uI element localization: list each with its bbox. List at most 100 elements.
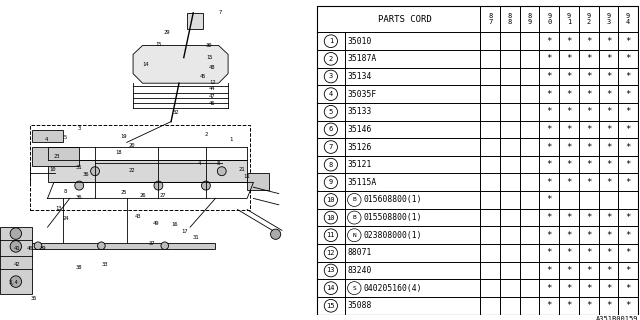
Text: 015508800(1): 015508800(1) bbox=[364, 213, 422, 222]
Text: *: * bbox=[586, 248, 591, 257]
Text: 12: 12 bbox=[326, 250, 335, 256]
Text: 8
7: 8 7 bbox=[488, 13, 492, 26]
Circle shape bbox=[202, 181, 211, 190]
Text: 39: 39 bbox=[40, 246, 46, 252]
Text: 1: 1 bbox=[230, 137, 233, 142]
Circle shape bbox=[218, 167, 226, 176]
Text: *: * bbox=[566, 301, 572, 310]
Text: *: * bbox=[606, 160, 611, 169]
Text: *: * bbox=[566, 284, 572, 292]
Text: 8
8: 8 8 bbox=[508, 13, 512, 26]
Text: 15: 15 bbox=[155, 42, 162, 47]
Text: 15: 15 bbox=[206, 55, 212, 60]
Text: 23: 23 bbox=[53, 154, 60, 159]
Text: *: * bbox=[586, 231, 591, 240]
Text: *: * bbox=[566, 54, 572, 63]
Text: *: * bbox=[625, 107, 631, 116]
Text: *: * bbox=[606, 213, 611, 222]
Text: *: * bbox=[586, 142, 591, 152]
Text: 35121: 35121 bbox=[347, 160, 372, 169]
Text: 38: 38 bbox=[76, 265, 82, 270]
Text: *: * bbox=[625, 90, 631, 99]
Text: 46: 46 bbox=[209, 100, 216, 106]
Text: *: * bbox=[547, 54, 552, 63]
Text: *: * bbox=[547, 266, 552, 275]
Text: *: * bbox=[566, 266, 572, 275]
Text: *: * bbox=[625, 72, 631, 81]
Bar bbox=[6, 243, 216, 249]
Text: *: * bbox=[606, 231, 611, 240]
Text: S: S bbox=[353, 286, 356, 291]
Text: *: * bbox=[547, 142, 552, 152]
Text: B: B bbox=[353, 197, 356, 203]
Text: 19: 19 bbox=[120, 133, 127, 139]
Text: *: * bbox=[625, 266, 631, 275]
Text: 48: 48 bbox=[209, 65, 216, 70]
Text: 35133: 35133 bbox=[347, 107, 372, 116]
Text: 5: 5 bbox=[63, 135, 67, 140]
Text: 25: 25 bbox=[120, 189, 127, 195]
Text: 49: 49 bbox=[152, 221, 159, 226]
Text: 41: 41 bbox=[14, 246, 20, 252]
Text: 35146: 35146 bbox=[347, 125, 372, 134]
Text: 47: 47 bbox=[209, 93, 216, 99]
Text: *: * bbox=[547, 107, 552, 116]
Text: 18: 18 bbox=[116, 149, 122, 155]
Text: *: * bbox=[586, 178, 591, 187]
Text: 15: 15 bbox=[326, 303, 335, 309]
Text: 30: 30 bbox=[206, 43, 212, 48]
Text: *: * bbox=[547, 196, 552, 204]
Text: *: * bbox=[547, 37, 552, 46]
Text: 36: 36 bbox=[83, 172, 89, 177]
Text: *: * bbox=[566, 107, 572, 116]
Text: 2: 2 bbox=[329, 56, 333, 62]
Text: 9
3: 9 3 bbox=[606, 13, 611, 26]
Text: *: * bbox=[625, 142, 631, 152]
Circle shape bbox=[10, 241, 22, 252]
Text: *: * bbox=[566, 178, 572, 187]
Circle shape bbox=[271, 229, 281, 239]
Text: *: * bbox=[547, 160, 552, 169]
Polygon shape bbox=[47, 160, 247, 182]
Text: 4: 4 bbox=[44, 137, 47, 142]
Text: 6: 6 bbox=[329, 126, 333, 132]
Text: *: * bbox=[625, 160, 631, 169]
Text: 32: 32 bbox=[173, 110, 179, 115]
Text: *: * bbox=[625, 37, 631, 46]
Circle shape bbox=[10, 228, 22, 239]
Text: *: * bbox=[606, 72, 611, 81]
Text: 9
2: 9 2 bbox=[587, 13, 591, 26]
Text: *: * bbox=[625, 301, 631, 310]
Text: *: * bbox=[566, 248, 572, 257]
Text: 8
9: 8 9 bbox=[527, 13, 532, 26]
Text: *: * bbox=[606, 37, 611, 46]
Polygon shape bbox=[32, 130, 63, 142]
Text: *: * bbox=[586, 160, 591, 169]
Text: 43: 43 bbox=[134, 213, 141, 219]
Text: 35115A: 35115A bbox=[347, 178, 376, 187]
Text: 3: 3 bbox=[329, 74, 333, 79]
Text: 8: 8 bbox=[217, 161, 220, 166]
Text: *: * bbox=[586, 107, 591, 116]
Text: 13: 13 bbox=[326, 268, 335, 274]
Text: 14: 14 bbox=[143, 61, 149, 67]
Text: 10: 10 bbox=[326, 215, 335, 220]
Circle shape bbox=[154, 181, 163, 190]
Text: *: * bbox=[606, 142, 611, 152]
Text: 36: 36 bbox=[76, 195, 83, 200]
Text: *: * bbox=[547, 248, 552, 257]
Text: 1: 1 bbox=[329, 38, 333, 44]
Text: *: * bbox=[547, 178, 552, 187]
Circle shape bbox=[161, 242, 168, 250]
Text: *: * bbox=[586, 213, 591, 222]
Text: *: * bbox=[547, 231, 552, 240]
Polygon shape bbox=[133, 45, 228, 83]
Text: 2: 2 bbox=[204, 132, 207, 137]
Text: *: * bbox=[566, 90, 572, 99]
Text: *: * bbox=[566, 213, 572, 222]
Text: *: * bbox=[566, 125, 572, 134]
Text: 37: 37 bbox=[148, 241, 155, 246]
Text: *: * bbox=[625, 231, 631, 240]
Text: 35010: 35010 bbox=[347, 37, 372, 46]
Text: *: * bbox=[625, 213, 631, 222]
